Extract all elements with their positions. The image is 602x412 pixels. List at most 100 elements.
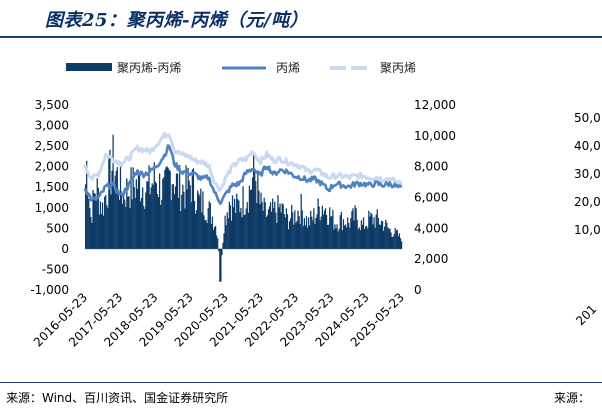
bar [242, 186, 244, 249]
bar [243, 215, 245, 249]
bar [298, 215, 300, 249]
legend-label-spread: 聚丙烯-丙烯 [117, 61, 181, 75]
bar [282, 204, 284, 249]
bar [199, 195, 201, 249]
bar [239, 212, 241, 249]
bar [400, 241, 403, 249]
bar [352, 208, 354, 249]
legend-swatch-spread [66, 63, 112, 71]
source-note-right: 来源： [554, 391, 591, 405]
y-left-tick-label: -1,000 [30, 283, 69, 297]
bar [100, 213, 103, 249]
bar [154, 181, 156, 249]
bar [231, 195, 234, 249]
y-right-tick-label: 6,000 [414, 191, 448, 205]
bar [230, 220, 233, 249]
bar [264, 202, 266, 249]
bar [287, 229, 290, 249]
bar [135, 179, 137, 249]
bar [311, 216, 313, 249]
bar [278, 207, 280, 249]
bar [148, 165, 150, 249]
bar [348, 222, 350, 249]
bar [142, 187, 144, 249]
bar [384, 226, 386, 249]
bar [315, 217, 317, 249]
line-series [83, 131, 404, 205]
y-left-tick-label: -500 [42, 262, 69, 276]
bar [227, 218, 229, 249]
bar [233, 198, 236, 249]
cutoff-tick-1: 40,0 [574, 139, 601, 153]
bar [292, 212, 294, 249]
y-right-tick-label: 0 [414, 283, 422, 297]
bar [190, 201, 192, 249]
bar [309, 225, 311, 249]
bar [163, 177, 165, 249]
bar [214, 225, 217, 249]
bar [175, 173, 178, 249]
bar [262, 210, 264, 249]
bar [277, 195, 279, 249]
bar [288, 221, 291, 249]
bar [265, 216, 267, 249]
y-left-tick-label: 2,000 [35, 160, 69, 174]
bar [217, 238, 219, 249]
bar [108, 157, 110, 249]
bar [118, 199, 121, 249]
bar [357, 228, 359, 249]
bar [382, 230, 385, 249]
bar [131, 199, 133, 249]
bar [174, 186, 177, 249]
y-left-tick-label: 2,500 [35, 139, 69, 153]
bar [187, 167, 189, 249]
bar [248, 185, 251, 249]
bar [145, 192, 147, 249]
bar [303, 218, 305, 249]
bar [275, 212, 277, 249]
bar [220, 248, 222, 282]
bar [106, 204, 108, 249]
bar [272, 198, 274, 249]
bar [212, 229, 215, 249]
bar [160, 204, 162, 249]
polypropylene-line [83, 131, 404, 193]
bar [226, 212, 228, 249]
bar [169, 170, 171, 249]
bar [392, 236, 394, 249]
bar [151, 183, 153, 249]
bar [139, 201, 142, 249]
bar [379, 224, 382, 249]
bar [350, 218, 352, 249]
bar [321, 205, 323, 249]
bar [397, 236, 400, 249]
bar [109, 149, 111, 249]
bar [123, 190, 125, 249]
y-left-tick-label: 1,500 [35, 180, 69, 194]
bar [349, 227, 351, 249]
bar [194, 213, 197, 249]
bar [399, 238, 402, 249]
bar [153, 162, 155, 249]
bar [398, 233, 401, 249]
bar [386, 222, 388, 249]
bar [328, 224, 330, 249]
bar [385, 219, 387, 249]
bar [193, 200, 196, 249]
y-right-tick-label: 4,000 [414, 221, 448, 235]
title-divider [0, 36, 602, 38]
bar [306, 227, 309, 249]
bar [261, 202, 263, 249]
bar [335, 228, 337, 249]
bar [181, 194, 183, 249]
bar [150, 187, 152, 249]
bar [176, 173, 179, 249]
bar-series-spread [85, 134, 403, 282]
bar [97, 187, 99, 249]
bar [393, 234, 395, 249]
bar [283, 214, 285, 249]
bar [371, 214, 373, 249]
bar [146, 181, 148, 249]
bar [224, 215, 226, 249]
bar [293, 224, 295, 249]
